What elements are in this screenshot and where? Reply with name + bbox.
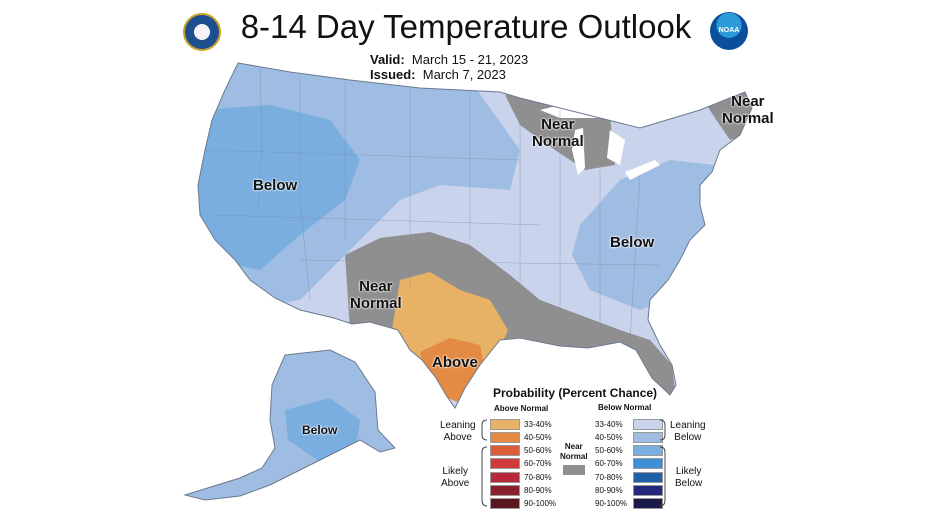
- legend-above-label: 70-80%: [524, 472, 552, 482]
- department-of-commerce-seal-icon: [183, 13, 221, 51]
- legend-above-swatch: [490, 498, 520, 510]
- legend-above-row: 50-60%: [490, 445, 552, 457]
- legend-above-swatch: [490, 458, 520, 470]
- legend-below-label: 50-60%: [595, 446, 623, 456]
- legend-near-swatch: [563, 465, 585, 475]
- legend-likely-below: Likely Below: [675, 466, 703, 489]
- lake-erie: [625, 160, 660, 180]
- legend-below-label: 60-70%: [595, 459, 623, 469]
- conus-zones: [198, 63, 752, 408]
- legend-above-label: 33-40%: [524, 419, 552, 429]
- lake-superior: [540, 100, 610, 118]
- legend-below-row: 70-80%: [595, 471, 663, 483]
- legend-below-row: 60-70%: [595, 458, 663, 470]
- valid-dates: March 15 - 21, 2023: [411, 52, 529, 67]
- legend-leaning-above: Leaning Above: [440, 420, 476, 443]
- label-near-normal-lakes: Near Normal: [532, 116, 584, 150]
- legend-below-swatch: [633, 498, 663, 510]
- legend-above-row: 60-70%: [490, 458, 552, 470]
- legend-above-swatch: [490, 431, 520, 443]
- legend-above-row: 80-90%: [490, 485, 552, 497]
- lake-michigan: [572, 128, 585, 175]
- legend-below-row: 90-100%: [595, 498, 663, 510]
- issued-label: Issued:: [370, 67, 416, 82]
- legend-above-row: 40-50%: [490, 431, 552, 443]
- label-below-east: Below: [610, 234, 655, 251]
- noaa-logo-icon: NOAA: [710, 12, 748, 50]
- legend-above-label: 90-100%: [524, 499, 557, 509]
- legend-likely-above: Likely Above: [441, 466, 470, 489]
- legend-below-row: 33-40%: [595, 418, 663, 430]
- legend-above-label: 60-70%: [524, 459, 552, 469]
- legend-below-swatch: [633, 445, 663, 457]
- legend-below-row: 40-50%: [595, 431, 663, 443]
- lake-huron: [607, 130, 625, 165]
- legend-below-label: 80-90%: [595, 486, 623, 495]
- legend-above-row: 70-80%: [490, 471, 552, 483]
- label-below-west: Below: [253, 177, 298, 194]
- legend-below-row: 80-90%: [595, 485, 663, 497]
- state-borders: [204, 67, 661, 346]
- legend-near-head: Near Normal: [560, 442, 588, 461]
- issued-line: Issued: March 7, 2023: [370, 67, 506, 82]
- legend-below-swatch: [633, 418, 663, 430]
- label-above: Above: [432, 354, 478, 371]
- legend-below-swatch: [633, 458, 663, 470]
- legend-below-label: 90-100%: [595, 499, 628, 509]
- legend-title: Probability (Percent Chance): [493, 386, 658, 400]
- issued-date: March 7, 2023: [422, 67, 506, 82]
- legend-above-swatch: [490, 418, 520, 430]
- legend-below-swatch: [633, 431, 663, 443]
- legend-leaning-below: Leaning Below: [670, 420, 706, 443]
- legend-below-label: 70-80%: [595, 472, 623, 482]
- page-title: 8-14 Day Temperature Outlook: [240, 8, 692, 45]
- valid-line: Valid: March 15 - 21, 2023: [370, 52, 528, 67]
- legend-above-label: 50-60%: [524, 446, 552, 456]
- legend-below-label: 33-40%: [595, 419, 623, 429]
- legend-below-swatch: [633, 471, 663, 483]
- label-near-normal-ne: Near Normal: [722, 93, 774, 127]
- legend-below-head: Below Normal: [598, 403, 652, 412]
- legend-above-swatch: [490, 471, 520, 483]
- valid-label: Valid:: [370, 52, 405, 67]
- legend-below-label: 40-50%: [595, 432, 623, 442]
- legend-below-swatch: [633, 485, 663, 496]
- legend-above-row: 33-40%: [490, 418, 552, 430]
- conus-outline: [197, 62, 753, 409]
- legend-above-head: Above Normal: [494, 404, 549, 413]
- alaska-outline: [183, 349, 396, 501]
- legend-above-swatch: [490, 485, 520, 496]
- legend-above-swatch: [490, 445, 520, 457]
- noaa-logo-text: NOAA: [718, 27, 740, 34]
- legend-above-row: 90-100%: [490, 498, 556, 510]
- label-near-normal-south: Near Normal: [350, 278, 402, 312]
- alaska-zones: [185, 350, 395, 500]
- legend-below-row: 50-60%: [595, 445, 663, 457]
- legend-above-label: 40-50%: [524, 432, 552, 442]
- legend-above-label: 80-90%: [524, 486, 552, 495]
- label-below-alaska: Below: [302, 423, 338, 437]
